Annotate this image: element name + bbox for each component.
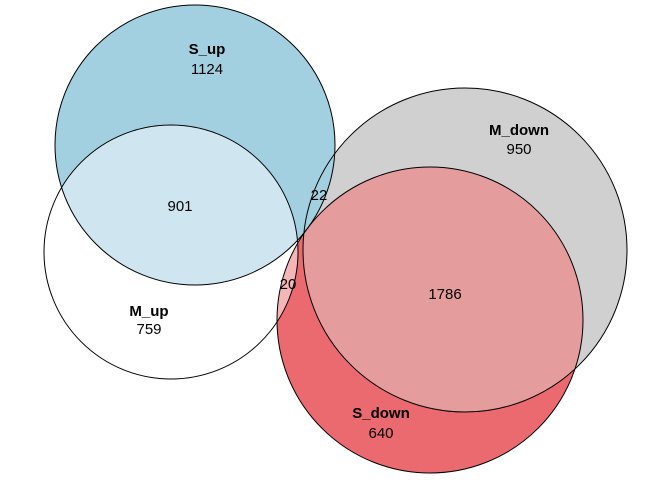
set-count-s-down: 640 bbox=[368, 425, 393, 442]
overlap-count-s-up-m-up: 901 bbox=[167, 198, 192, 215]
outline-s-down bbox=[276, 166, 584, 474]
set-label-m-up: M_up bbox=[129, 303, 168, 320]
set-label-s-up: S_up bbox=[189, 41, 226, 58]
overlap-region-s-up-m-up bbox=[55, 125, 298, 285]
set-label-s-down: S_down bbox=[352, 405, 410, 422]
overlap-count-s-up-m-down: 22 bbox=[311, 187, 328, 204]
outline-m-down bbox=[302, 87, 628, 413]
set-count-m-down: 950 bbox=[506, 141, 531, 158]
outline-m-up bbox=[43, 124, 299, 380]
set-label-m-down: M_down bbox=[489, 122, 549, 139]
overlap-count-s-down-m-down: 1786 bbox=[428, 286, 461, 303]
set-count-m-up: 759 bbox=[136, 321, 161, 338]
set-count-s-up: 1124 bbox=[191, 61, 223, 78]
overlap-count-m-up-s-down: 20 bbox=[280, 276, 297, 293]
outline-s-up bbox=[54, 4, 336, 286]
